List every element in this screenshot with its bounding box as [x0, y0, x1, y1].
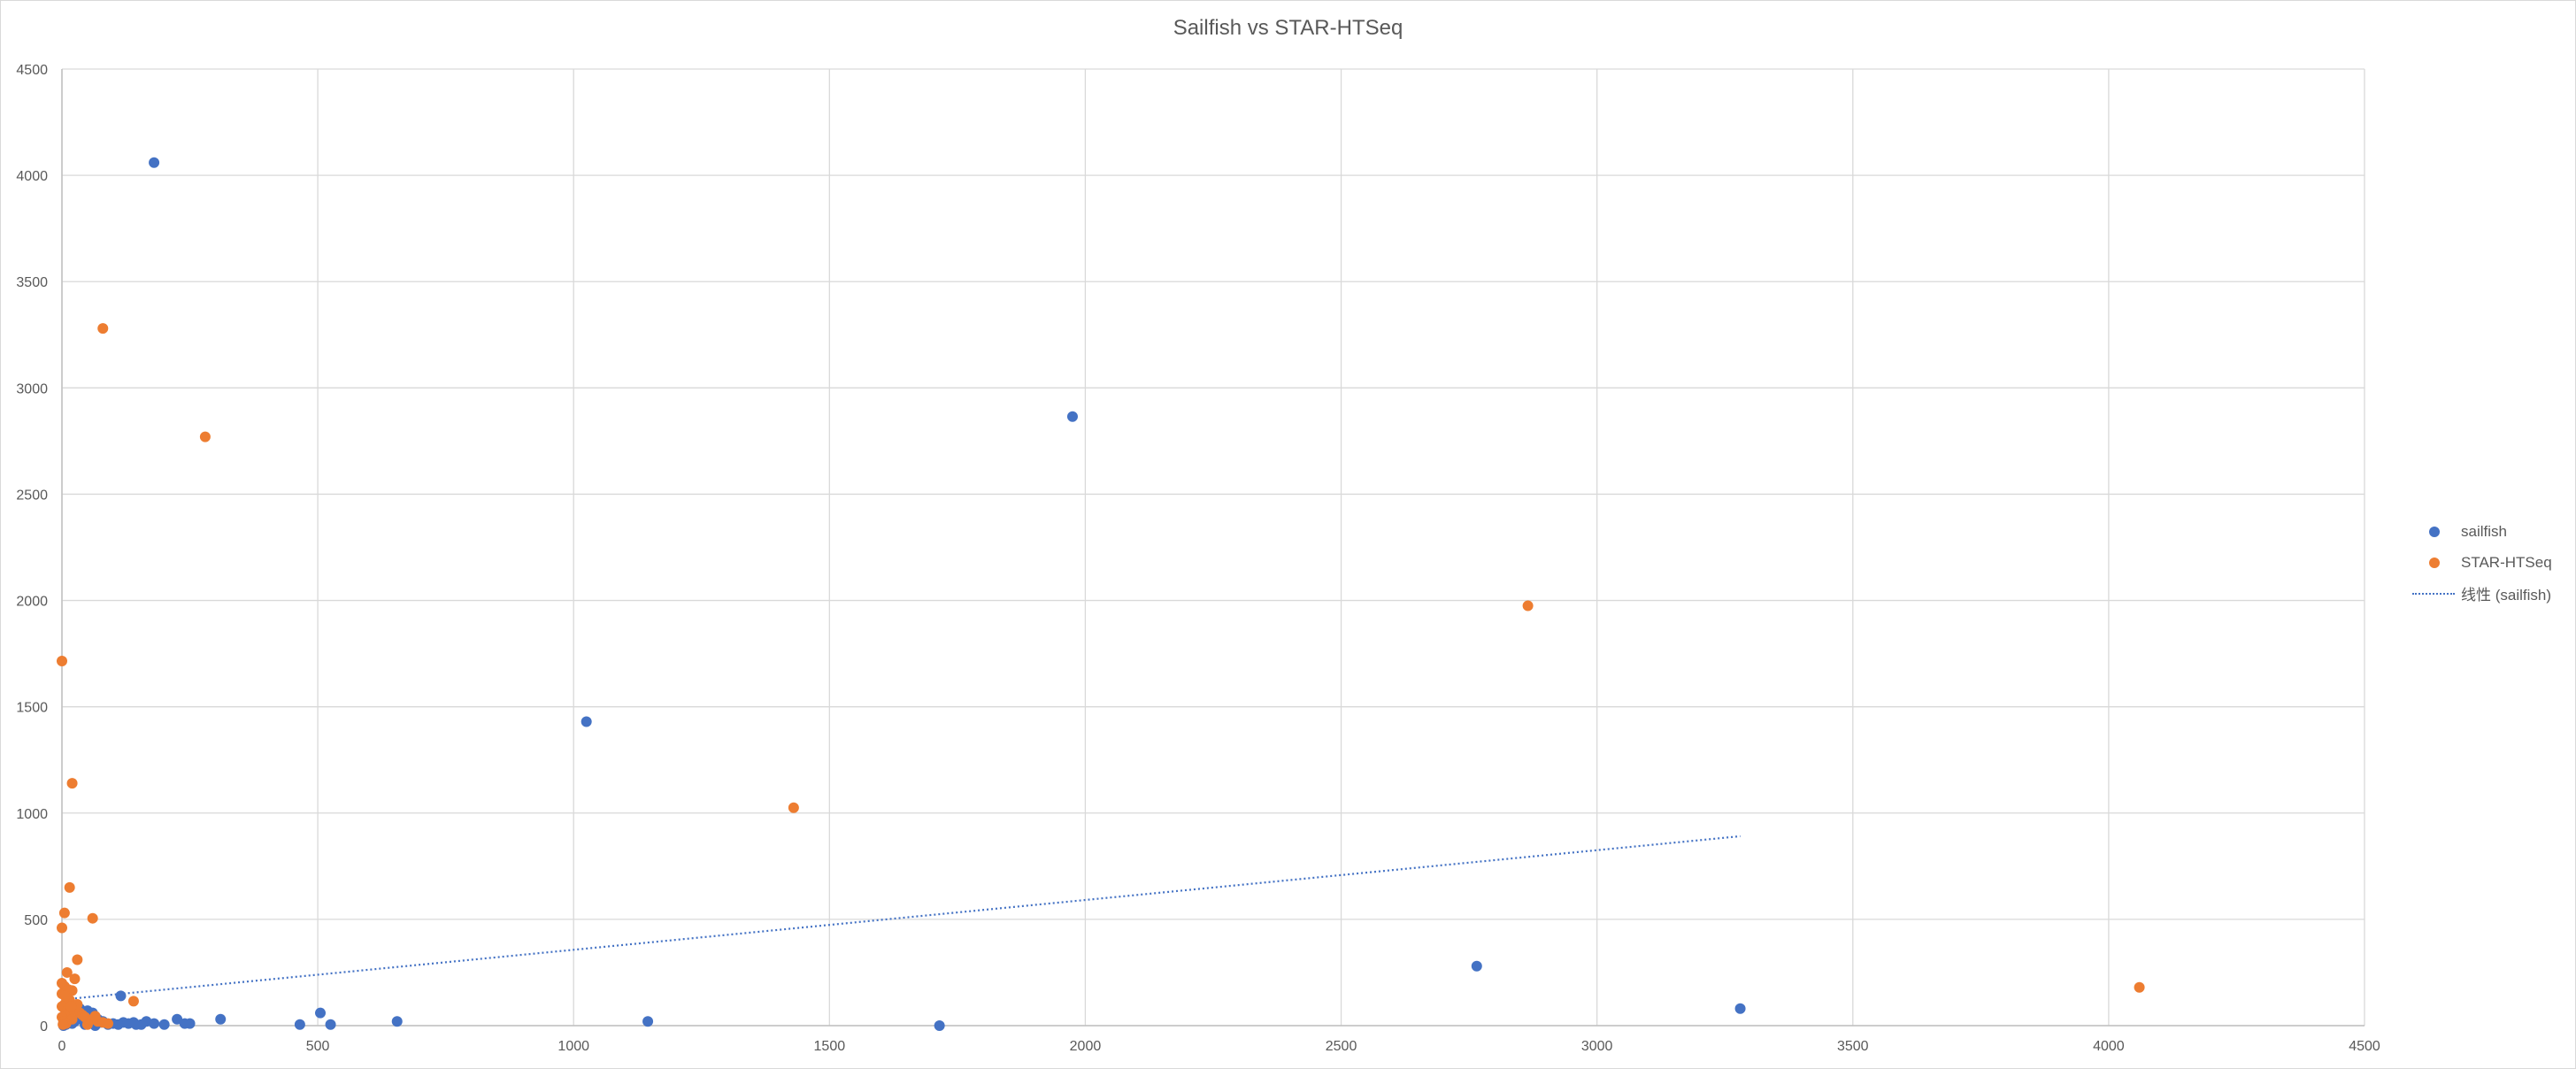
data-point-sailfish — [184, 1018, 196, 1029]
trendline-sailfish — [61, 834, 1741, 1001]
y-tick-label: 500 — [24, 913, 48, 928]
data-point-sailfish — [1066, 411, 1078, 422]
data-point-sailfish — [294, 1019, 305, 1030]
data-point-star-htseq — [65, 1001, 77, 1012]
legend-label-star-htseq: STAR-HTSeq — [2461, 553, 2552, 571]
data-point-star-htseq — [58, 1019, 69, 1030]
data-point-star-htseq — [81, 1019, 93, 1030]
data-point-sailfish — [149, 1018, 160, 1029]
data-point-star-htseq — [2134, 981, 2145, 993]
data-point-star-htseq — [61, 966, 73, 978]
data-point-sailfish — [215, 1013, 227, 1025]
data-point-sailfish — [325, 1019, 336, 1030]
x-tick-label: 3500 — [1837, 1039, 1869, 1054]
data-points — [57, 157, 2145, 1031]
legend-label-sailfish: sailfish — [2461, 522, 2507, 540]
y-tick-label: 1500 — [16, 701, 48, 716]
data-point-star-htseq — [59, 990, 71, 1002]
data-point-sailfish — [130, 1019, 142, 1030]
legend-line-trendline — [2412, 592, 2455, 595]
data-point-sailfish — [642, 1016, 654, 1027]
y-tick-label: 2500 — [16, 488, 48, 503]
legend-marker-sailfish — [2429, 526, 2440, 537]
data-point-sailfish — [112, 1019, 124, 1030]
x-tick-label: 2500 — [1326, 1039, 1357, 1054]
data-point-sailfish — [391, 1016, 403, 1027]
data-point-sailfish — [158, 1019, 170, 1030]
data-point-star-htseq — [72, 954, 83, 965]
chart-title: Sailfish vs STAR-HTSeq — [1173, 16, 1403, 40]
y-tick-label: 1000 — [16, 807, 48, 822]
data-point-sailfish — [1734, 1003, 1746, 1014]
data-point-sailfish — [115, 990, 127, 1002]
data-point-sailfish — [934, 1020, 945, 1031]
y-tick-label: 3000 — [16, 381, 48, 396]
y-tick-label: 3500 — [16, 275, 48, 290]
legend-item-trendline: 线性 (sailfish) — [2409, 578, 2552, 609]
y-tick-label: 4500 — [16, 63, 48, 78]
data-point-star-htseq — [788, 802, 799, 813]
x-tick-label: 1000 — [557, 1039, 589, 1054]
data-point-sailfish — [581, 716, 592, 727]
data-point-sailfish — [1471, 960, 1482, 972]
legend-label-trendline: 线性 (sailfish) — [2461, 587, 2552, 604]
x-tick-label: 4500 — [2349, 1039, 2380, 1054]
data-point-star-htseq — [89, 1011, 101, 1022]
data-point-star-htseq — [103, 1018, 114, 1029]
data-point-star-htseq — [66, 778, 78, 789]
x-tick-label: 3000 — [1581, 1039, 1613, 1054]
x-tick-label: 0 — [58, 1039, 66, 1054]
series-sailfish — [58, 157, 1746, 1031]
series-star-htseq — [57, 323, 2145, 1030]
data-point-sailfish — [149, 157, 160, 168]
x-tick-label: 4000 — [2093, 1039, 2125, 1054]
data-point-star-htseq — [58, 907, 70, 919]
x-tick-label: 2000 — [1070, 1039, 1102, 1054]
axes: 0 500 1000 1500 2000 2500 3000 3500 4000 4500 0 500… — [16, 63, 2380, 1054]
legend: sailfish STAR-HTSeq 线性 (sailfish) — [2409, 516, 2552, 609]
data-point-star-htseq — [97, 323, 109, 335]
legend-marker-star-htseq — [2429, 557, 2440, 568]
legend-item-sailfish: sailfish — [2409, 516, 2552, 547]
data-point-star-htseq — [57, 922, 67, 934]
y-tick-label: 4000 — [16, 169, 48, 184]
data-point-star-htseq — [87, 912, 98, 924]
x-tick-label: 1500 — [814, 1039, 846, 1054]
data-point-sailfish — [315, 1007, 327, 1019]
data-point-star-htseq — [64, 881, 75, 893]
trendline-layer — [61, 834, 1741, 1001]
data-point-star-htseq — [1522, 600, 1534, 611]
y-tick-label: 0 — [40, 1019, 48, 1034]
data-point-star-htseq — [57, 656, 67, 667]
x-tick-label: 500 — [306, 1039, 330, 1054]
data-point-star-htseq — [127, 996, 139, 1007]
legend-item-star-htseq: STAR-HTSeq — [2409, 547, 2552, 578]
data-point-star-htseq — [199, 431, 211, 442]
data-point-star-htseq — [69, 973, 81, 985]
gridlines — [61, 68, 2365, 1027]
y-tick-label: 2000 — [16, 595, 48, 610]
